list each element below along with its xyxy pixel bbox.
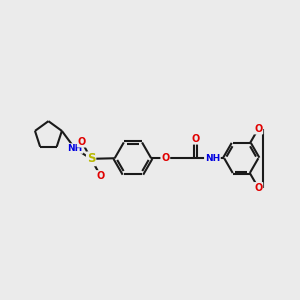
Text: O: O [254, 183, 262, 193]
Text: O: O [161, 153, 170, 163]
Text: O: O [191, 134, 200, 144]
Text: NH: NH [205, 154, 220, 163]
Text: O: O [78, 137, 86, 147]
Text: S: S [87, 152, 95, 165]
Text: NH: NH [67, 144, 83, 153]
Text: O: O [254, 124, 262, 134]
Text: O: O [96, 171, 105, 181]
